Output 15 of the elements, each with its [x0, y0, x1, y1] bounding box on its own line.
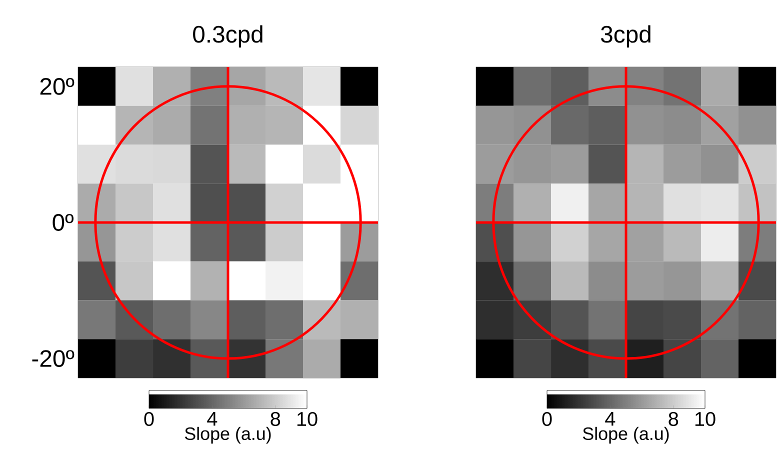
- color-bar-label: 10: [695, 412, 716, 426]
- color-bar-label: 0: [144, 412, 154, 426]
- color-bar-label: 4: [207, 412, 218, 426]
- text: 0º: [52, 214, 74, 231]
- color-bar-label: 4: [605, 412, 616, 426]
- color-bar-label: 0: [542, 412, 552, 426]
- color-bar-title: Slope (a.u): [184, 426, 271, 444]
- y-tick-label: -20º: [32, 350, 74, 368]
- chart-title: 0.3cpd: [193, 25, 262, 48]
- color-bar-label: 10: [297, 412, 318, 426]
- color-bar-label: 8: [668, 412, 678, 426]
- y-tick-label: 20º: [40, 78, 74, 95]
- chart-title: 3cpd: [600, 25, 650, 48]
- color-bar-title: Slope (a.u): [582, 426, 669, 444]
- color-bar-label: 8: [270, 412, 280, 426]
